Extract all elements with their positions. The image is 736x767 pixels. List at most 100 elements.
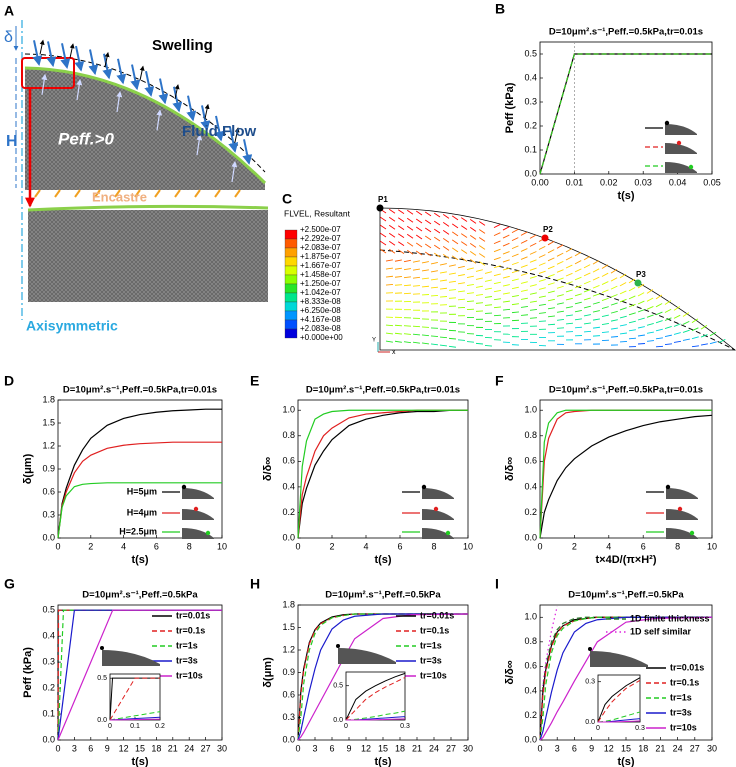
series-line	[539, 414, 713, 539]
flow-vector	[415, 226, 423, 232]
plot-frame	[345, 671, 406, 721]
flow-vector	[511, 253, 519, 258]
swell-arrow	[39, 39, 45, 55]
flow-vector	[556, 277, 564, 281]
flow-vector	[592, 318, 600, 321]
x-tick-label: 0.2	[155, 723, 165, 730]
panel-label: B	[495, 1, 505, 17]
series-line	[297, 409, 468, 539]
flow-vector	[403, 268, 411, 271]
x-tick-label: 21	[655, 743, 665, 753]
y-tick-label: 0.5	[97, 675, 107, 682]
flow-vector	[601, 322, 609, 325]
x-tick-label: 0.03	[634, 177, 652, 187]
flow-vector	[547, 307, 555, 310]
x-tick-label: 27	[690, 743, 700, 753]
y-axis-label: δ/δ∞	[262, 457, 274, 481]
inset: 0 0.3 0.0 0.3	[585, 674, 645, 732]
series-line	[346, 718, 406, 721]
contour-title: FLVEL, Resultant	[284, 208, 351, 218]
x-tick-label: 2	[88, 541, 93, 551]
flow-vector	[691, 318, 699, 324]
flow-vector	[448, 280, 456, 283]
x-tick-label: 27	[446, 743, 456, 753]
colorbar-label: +2.292e-07	[300, 234, 341, 243]
flow-vector	[457, 282, 465, 285]
flow-vector	[592, 326, 601, 329]
flow-vector	[556, 285, 564, 289]
series-line	[345, 672, 406, 721]
flow-vector	[406, 249, 414, 255]
legend-icon	[422, 528, 454, 539]
flow-vector	[574, 301, 582, 305]
series-line	[345, 677, 406, 721]
flow-vector	[493, 298, 501, 301]
x-tick-label: 15	[621, 743, 631, 753]
flow-vector	[439, 296, 448, 298]
flow-vector	[493, 265, 501, 269]
flow-vector	[592, 268, 600, 273]
flow-vector	[397, 209, 405, 215]
flow-vector	[394, 284, 403, 286]
x-tick-label: 18	[395, 743, 405, 753]
flow-vector	[442, 222, 450, 227]
flow-vector	[529, 234, 537, 239]
x-tick-label: 0.01	[566, 177, 584, 187]
legend-label: tr=1s	[670, 692, 692, 702]
flow-vector	[592, 335, 601, 337]
chart: 0 2 4 6 8 10 0.0 0.2 0.4 0.6 0.8 1.0 D=10μm².s⁻¹,Pef…	[504, 385, 717, 566]
x-tick-label: 3	[555, 743, 560, 753]
axis-label-x: x	[392, 349, 396, 356]
swell-arrow	[234, 127, 240, 143]
legend-icon-dot	[689, 530, 695, 536]
flow-vector	[628, 320, 636, 324]
swell-arrow	[204, 103, 210, 119]
x-axis-label: t(s)	[131, 554, 148, 566]
flow-vector	[397, 233, 405, 239]
x-tick-label: 12	[119, 743, 129, 753]
flow-vector	[556, 302, 564, 305]
x-tick-label: 12	[604, 743, 614, 753]
x-tick-label: 18	[151, 743, 161, 753]
flow-arrow	[172, 86, 183, 113]
flow-vector	[538, 295, 546, 298]
flow-vector	[412, 268, 420, 271]
y-tick-label: 0.3	[42, 656, 55, 666]
flow-arrow	[60, 43, 71, 69]
flow-vector	[415, 218, 423, 224]
flow-vector	[574, 310, 582, 313]
flow-vector	[466, 341, 475, 343]
x-tick-label: 0.1	[130, 723, 140, 730]
flow-vector	[691, 327, 699, 332]
legend-icon-dot	[664, 120, 670, 126]
legend-label: H=2.5μm	[119, 526, 157, 536]
flow-vector	[646, 331, 654, 334]
flow-vector	[424, 251, 432, 257]
flow-vector	[439, 287, 448, 290]
x-tick-label: 30	[707, 743, 717, 753]
colorbar-label: +6.250e-08	[300, 306, 341, 315]
flow-vector	[583, 314, 591, 317]
flow-vector	[538, 245, 546, 250]
flow-vector	[583, 330, 592, 333]
y-tick-label: 1.2	[42, 440, 55, 450]
encastre-hatch	[214, 189, 221, 198]
colorbar-cell	[284, 301, 298, 312]
legend-icon	[666, 488, 698, 499]
axis-label-y: Y	[372, 338, 376, 344]
inset: 0 0.1 0.2 0.0 0.5	[97, 673, 165, 730]
flow-vector	[457, 290, 466, 293]
legend-label: tr=10s	[420, 670, 447, 680]
y-tick-label: 1.8	[282, 599, 295, 609]
flow-vector	[394, 332, 403, 335]
flow-vector	[556, 260, 564, 265]
flow-vector	[601, 297, 609, 301]
legend-icon-dot	[665, 484, 671, 490]
flow-vector	[469, 259, 477, 264]
panel-a-diagram	[13, 20, 269, 320]
flow-vector	[439, 344, 448, 347]
series-line	[297, 613, 468, 741]
flow-vector	[478, 253, 486, 258]
flow-vector	[478, 221, 486, 226]
